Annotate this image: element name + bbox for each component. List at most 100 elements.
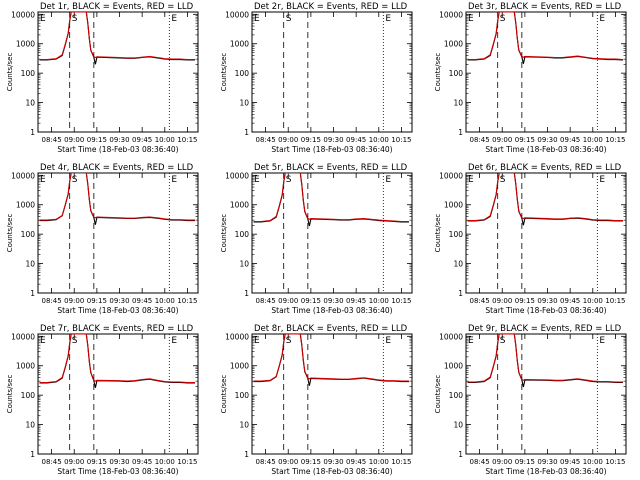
time-marker-label: E [468,14,474,24]
x-tick-label: 09:15 [87,297,107,305]
chart-panel: Det 5r, BLACK = Events, RED = LLD 1 10 100 1… [220,163,413,315]
y-tick-label: 1 [30,289,35,298]
y-tick-label: 1000 [444,362,463,371]
plot-frame [37,172,199,294]
x-tick-label: 08:45 [469,136,489,144]
y-axis-label: Counts/sec [6,214,14,253]
y-tick-label: 1000 [16,362,35,371]
y-tick-label: 1000 [444,201,463,210]
x-tick-label: 09:45 [560,297,580,305]
x-tick-label: 10:15 [391,458,411,466]
x-axis-label: Start Time (18-Feb-03 08:36:40) [57,145,178,154]
lld-series-line [467,12,624,61]
time-marker-label: E [254,175,260,185]
chart-title: Det 1r, BLACK = Events, RED = LLD [40,2,194,12]
time-marker-label: S [72,336,78,346]
x-tick-label: 09:45 [132,458,152,466]
y-tick-label: 1000 [230,201,249,210]
time-marker-label: S [72,14,78,24]
x-tick-label: 09:00 [64,297,84,305]
y-axis-label: Counts/sec [220,375,228,414]
x-tick-label: 09:30 [109,136,129,144]
x-axis-label: Start Time (18-Feb-03 08:36:40) [485,306,606,315]
time-marker-label: S [500,336,506,346]
time-marker-label: E [599,175,605,185]
y-tick-label: 100 [21,230,36,239]
y-tick-label: 1000 [16,201,35,210]
x-tick-label: 09:00 [278,136,298,144]
y-tick-label: 100 [235,391,250,400]
y-axis-label: Counts/sec [220,53,228,92]
lld-series-line [467,173,623,222]
y-tick-label: 10000 [11,171,35,180]
x-tick-label: 08:45 [255,297,275,305]
x-tick-label: 08:45 [41,458,61,466]
x-tick-label: 09:30 [109,297,129,305]
y-tick-label: 1 [458,128,463,137]
time-marker-label: E [171,336,177,346]
x-tick-label: 10:00 [155,458,175,466]
y-axis-label: Counts/sec [434,214,442,253]
y-tick-label: 10000 [11,10,35,19]
x-tick-label: 09:00 [492,458,512,466]
x-axis-label: Start Time (18-Feb-03 08:36:40) [485,467,606,476]
time-marker-label: E [385,336,391,346]
y-tick-label: 10000 [225,171,249,180]
time-marker-label: E [385,175,391,185]
chart-title: Det 3r, BLACK = Events, RED = LLD [468,2,622,12]
y-axis-label: Counts/sec [434,53,442,92]
chart-panel: Det 2r, BLACK = Events, RED = LLD 1 10 100 1… [220,2,413,154]
y-tick-label: 1 [244,128,249,137]
x-tick-label: 09:15 [515,136,535,144]
y-tick-label: 100 [235,69,250,78]
chart-panel: Det 6r, BLACK = Events, RED = LLD 1 10 100 1… [434,163,627,315]
x-tick-label: 09:15 [301,297,321,305]
x-tick-label: 10:15 [177,458,197,466]
x-axis-label: Start Time (18-Feb-03 08:36:40) [271,145,392,154]
x-tick-label: 08:45 [255,136,275,144]
x-tick-label: 10:15 [605,458,625,466]
x-tick-label: 09:30 [537,297,557,305]
time-marker-label: S [500,175,506,185]
x-tick-label: 09:45 [346,136,366,144]
time-marker-label: E [40,175,46,185]
x-tick-label: 10:15 [177,136,197,144]
time-marker-label: E [468,336,474,346]
x-tick-label: 10:00 [583,297,603,305]
x-tick-label: 09:45 [132,297,152,305]
y-tick-label: 100 [449,230,464,239]
y-tick-label: 1 [458,289,463,298]
time-marker-label: S [286,14,292,24]
x-tick-label: 09:15 [87,136,107,144]
time-marker-label: E [40,14,46,24]
x-tick-label: 09:45 [346,458,366,466]
x-axis-label: Start Time (18-Feb-03 08:36:40) [271,467,392,476]
x-axis-label: Start Time (18-Feb-03 08:36:40) [57,467,178,476]
x-tick-label: 10:00 [369,297,389,305]
lld-series-line [253,173,409,223]
time-marker-label: E [40,336,46,346]
x-tick-label: 10:00 [155,136,175,144]
x-tick-label: 09:30 [323,458,343,466]
x-tick-label: 10:00 [369,458,389,466]
y-tick-label: 1000 [230,40,249,49]
lld-series-line [253,334,409,382]
lld-series-line [39,173,195,221]
x-axis-label: Start Time (18-Feb-03 08:36:40) [271,306,392,315]
plot-frame [465,333,627,455]
x-tick-label: 09:15 [87,458,107,466]
time-marker-label: E [254,14,260,24]
time-marker-label: E [468,175,474,185]
x-tick-label: 09:30 [537,458,557,466]
x-tick-label: 09:15 [515,458,535,466]
x-tick-label: 09:45 [560,136,580,144]
y-axis-label: Counts/sec [6,375,14,414]
y-tick-label: 10 [25,421,35,430]
time-marker-label: E [599,336,605,346]
y-tick-label: 1000 [16,40,35,49]
y-tick-label: 10 [25,99,35,108]
x-tick-label: 10:15 [605,136,625,144]
y-tick-label: 10000 [225,10,249,19]
x-tick-label: 09:00 [492,297,512,305]
y-tick-label: 10 [453,99,463,108]
